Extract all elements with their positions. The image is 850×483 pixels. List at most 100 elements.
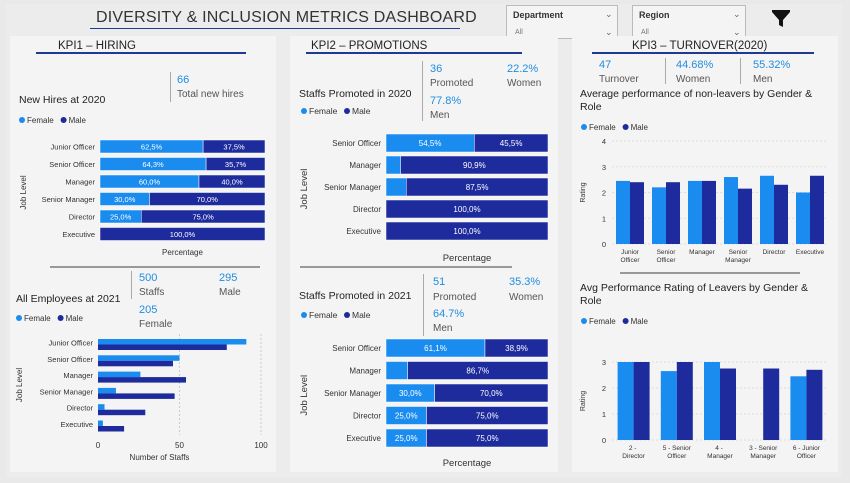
promoted-2020-label: Promoted [430, 78, 474, 89]
legend-label-female: Female [309, 310, 338, 320]
staffs-value: 500 [139, 272, 158, 284]
bar-female [660, 371, 677, 440]
all-employees-chart-title: All Employees at 2021 [16, 293, 121, 305]
y-tick-label: Senior Officer [332, 344, 381, 353]
legend-label-female: Female [589, 317, 616, 326]
legend-label-female: Female [309, 106, 338, 116]
department-slicer-label: Department [513, 10, 564, 20]
legend-marker-female [301, 108, 307, 114]
data-label: 100,0% [453, 227, 480, 236]
bar-male [484, 338, 549, 358]
all-employees-chart: Female Male Junior Officer Senior Officer Ma… [15, 314, 268, 462]
data-label: 37,5% [223, 143, 245, 152]
bar-female [790, 376, 807, 440]
bar-male [434, 383, 549, 403]
bar-male [702, 180, 716, 244]
nonleavers-chart-title: Average performance of non-leavers by Ge… [580, 88, 813, 113]
y-tick-label: Executive [60, 420, 93, 429]
divider [300, 266, 512, 268]
male-staff-value: 295 [219, 272, 238, 284]
x-tick-label: 6 - Junior Officer [793, 445, 821, 460]
legend-marker-female [581, 124, 587, 130]
legend-marker-male [344, 312, 350, 318]
bar-female [385, 361, 408, 380]
filter-icon[interactable] [770, 9, 792, 29]
bar-female [98, 404, 105, 410]
chevron-down-icon[interactable]: ⌄ [733, 27, 741, 37]
staffs-label: Staffs [139, 287, 165, 298]
data-label: 38,9% [505, 344, 528, 353]
x-tick-label: 5 - Senior Officer [663, 445, 692, 460]
promoted-2021-value: 51 [433, 276, 446, 288]
legend-label-female: Female [589, 123, 616, 132]
data-label: 64,3% [142, 160, 164, 169]
promoted-2020-value: 36 [430, 63, 443, 75]
department-slicer-value[interactable]: All [515, 29, 523, 36]
bar-male [99, 227, 266, 241]
x-tick-label: 2 - Director [622, 445, 646, 460]
y-tick-label: 1 [602, 214, 606, 223]
region-slicer-value[interactable]: All [641, 29, 649, 36]
y-tick-label: 3 [602, 163, 606, 172]
turnover-men-label: Men [753, 74, 773, 85]
y-tick-label: Senior Officer [47, 355, 93, 364]
x-tick-label: Senior Manager [725, 249, 751, 264]
data-label: 60,0% [139, 178, 161, 187]
bar-male [738, 188, 752, 244]
bar-male [406, 177, 549, 197]
y-tick-label: Senior Officer [49, 160, 95, 169]
data-label: 100,0% [170, 230, 196, 239]
y-axis-title: Job Level [19, 175, 28, 209]
bar-female [796, 192, 810, 244]
bar-male [666, 182, 680, 244]
data-label: 61,1% [424, 344, 447, 353]
chevron-down-icon[interactable]: ⌄ [733, 9, 741, 19]
divider [50, 266, 260, 268]
legend-label-male: Male [631, 317, 649, 326]
kpi1-panel [10, 36, 276, 472]
bar-female [724, 177, 738, 244]
department-slicer[interactable]: Department ⌄ All ⌄ [506, 5, 618, 39]
x-tick-label: 3 - Senior Manager [749, 445, 778, 460]
bar-female [98, 387, 116, 394]
kpi3-title-underline [592, 52, 814, 54]
legend-marker-female [16, 315, 22, 321]
divider [740, 58, 741, 84]
y-tick-label: Senior Manager [324, 389, 381, 398]
x-axis-title: Number of Staffs [130, 453, 190, 462]
x-axis-title: Percentage [443, 458, 492, 469]
y-axis-title: Job Level [15, 368, 24, 402]
data-label: 100,0% [453, 205, 480, 214]
bar-male [385, 199, 549, 219]
data-label: 30,0% [399, 389, 422, 398]
data-label: 75,0% [192, 213, 214, 222]
x-tick-label: Senior Officer [656, 249, 676, 264]
x-tick-label: 4 - Manager [707, 445, 733, 460]
y-tick-label: Director [353, 205, 381, 214]
promoted-2020-women-pct: 22.2% [507, 63, 539, 75]
legend-marker-male [622, 318, 629, 324]
bar-male [676, 362, 693, 440]
total-hires-value: 66 [177, 74, 190, 86]
bar-female [385, 155, 401, 175]
promoted-2021-men-pct: 64.7% [433, 308, 465, 320]
chevron-down-icon[interactable]: ⌄ [605, 9, 613, 19]
promoted-2020-men-pct: 77.8% [430, 95, 462, 107]
bar-female [704, 362, 720, 440]
data-label: 25,0% [395, 412, 418, 421]
bar-male [98, 409, 146, 416]
bar-male [407, 361, 549, 380]
promoted-2020-women-label: Women [507, 78, 542, 89]
divider [422, 61, 423, 121]
y-tick-label: 0 [602, 436, 606, 445]
y-tick-label: Executive [346, 227, 381, 236]
region-slicer[interactable]: Region ⌄ All ⌄ [632, 5, 746, 39]
y-tick-label: Manager [349, 161, 381, 170]
chevron-down-icon[interactable]: ⌄ [605, 27, 613, 37]
promoted-2021-women-pct: 35.3% [509, 276, 541, 288]
kpi2-title-underline [306, 52, 522, 54]
bar-male [774, 184, 788, 244]
bar-male [806, 369, 823, 440]
data-label: 45,5% [500, 139, 523, 148]
bar-female [98, 339, 247, 345]
